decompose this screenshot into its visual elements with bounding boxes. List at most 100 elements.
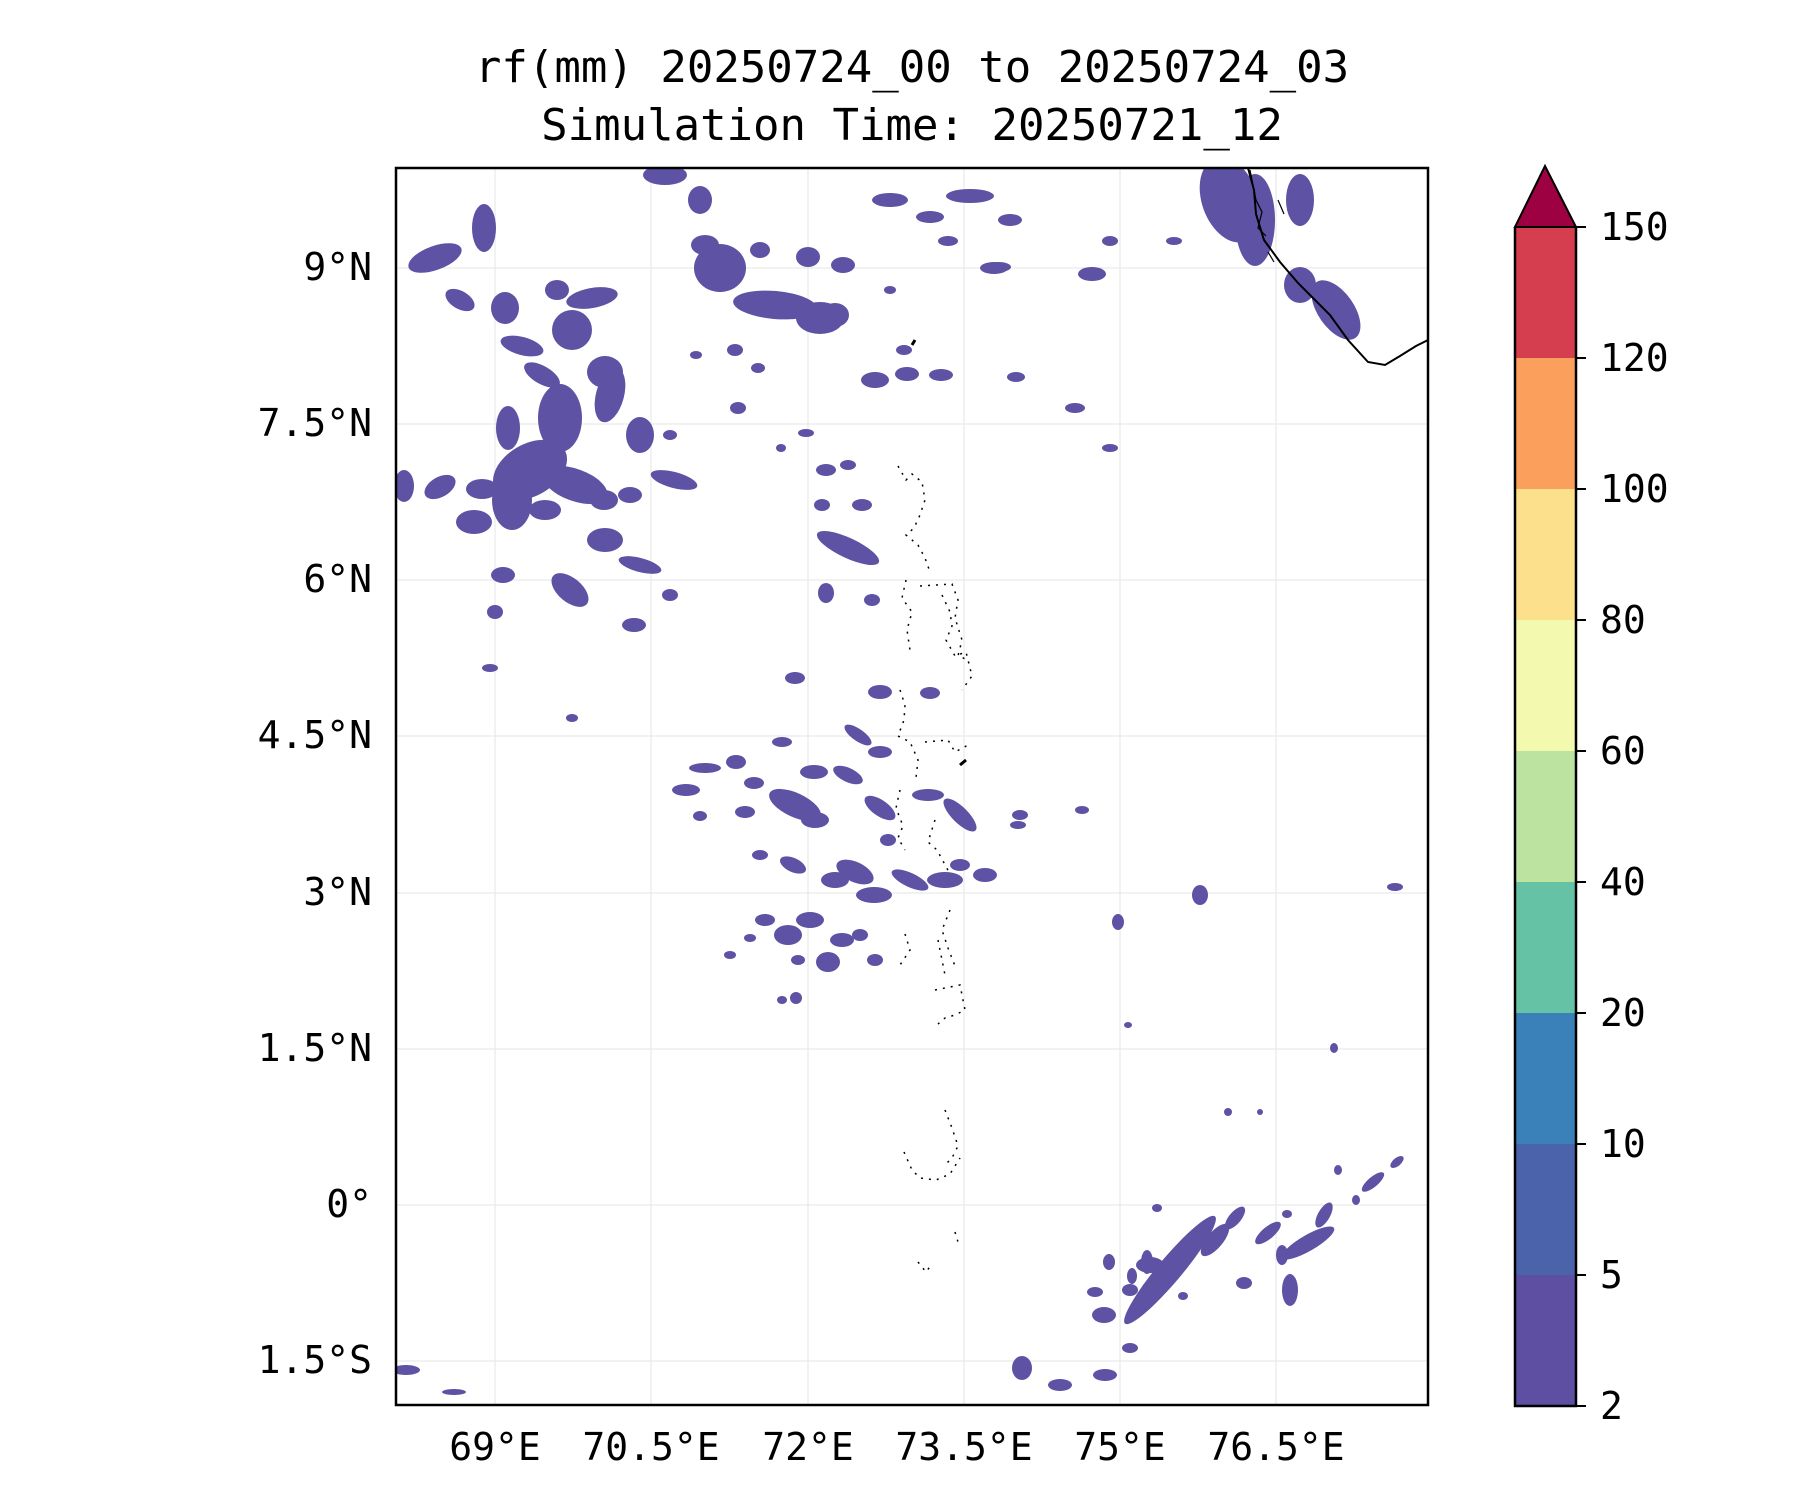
colorbar-swatch-120-150 <box>1515 227 1576 358</box>
lakshadweep-islands <box>910 339 967 767</box>
rain-cell <box>1255 1221 1281 1245</box>
rain-cell <box>896 345 912 355</box>
colorbar-label: 120 <box>1600 336 1669 380</box>
rain-cell <box>816 464 836 476</box>
rain-cell <box>662 589 678 601</box>
rain-cell <box>830 933 854 947</box>
lat-label: 0° <box>326 1182 372 1226</box>
rain-cell <box>726 755 746 769</box>
rain-cell <box>643 168 687 185</box>
rain-cell <box>821 872 849 888</box>
rain-cell <box>688 186 712 214</box>
rain-cell <box>1141 1250 1153 1274</box>
rain-cell <box>920 687 940 699</box>
rain-cell <box>1075 806 1089 814</box>
rain-cell <box>744 777 764 789</box>
colorbar-swatches <box>1515 227 1576 1406</box>
colorbar-swatch-10-20 <box>1515 1013 1576 1144</box>
rain-cell <box>594 367 626 423</box>
colorbar-swatch-2-5 <box>1515 1275 1576 1406</box>
rain-cell <box>816 952 840 972</box>
colorbar-label: 100 <box>1600 467 1669 511</box>
map-subtitle: Simulation Time: 20250721_12 <box>541 100 1283 151</box>
rain-cell <box>916 211 944 223</box>
rain-cell <box>752 850 768 860</box>
rain-cell <box>998 214 1022 226</box>
rain-cell <box>626 417 654 453</box>
rain-cell <box>1012 810 1028 820</box>
rain-cell <box>538 384 582 452</box>
colorbar-label: 150 <box>1600 205 1669 249</box>
rain-cell <box>929 369 953 381</box>
rain-cell <box>424 474 456 500</box>
rain-cell <box>927 872 963 888</box>
lat-label: 1.5°N <box>258 1026 372 1070</box>
colorbar-label: 40 <box>1600 860 1646 904</box>
rain-cell <box>1236 1277 1252 1289</box>
lon-label: 69°E <box>449 1425 541 1469</box>
rain-cell <box>618 487 642 503</box>
rain-cell <box>691 235 719 255</box>
rain-cell <box>1334 1165 1342 1175</box>
rain-cell <box>769 788 821 822</box>
latitude-labels: 9°N 7.5°N 6°N 4.5°N 3°N 1.5°N 0° 1.5°S <box>258 245 372 1382</box>
rain-cell <box>868 685 892 699</box>
colorbar-swatch-100-120 <box>1515 358 1576 489</box>
rain-cell <box>1352 1195 1360 1205</box>
rain-cell <box>445 288 475 312</box>
rain-cell <box>1286 174 1314 226</box>
lat-label: 6°N <box>303 557 372 601</box>
rain-cell <box>566 287 618 309</box>
rain-cell <box>1092 1307 1116 1323</box>
rain-cell <box>880 834 896 846</box>
rain-cell <box>1124 1215 1216 1325</box>
rain-cell <box>1093 1369 1117 1381</box>
rain-cell <box>1330 1043 1338 1053</box>
rain-cell <box>779 856 807 874</box>
maldives-atolls <box>895 465 973 1274</box>
rain-cell <box>946 189 994 203</box>
colorbar-label: 5 <box>1600 1253 1623 1297</box>
longitude-labels: 69°E 70.5°E 72°E 73.5°E 75°E 76.5°E <box>449 1425 1344 1469</box>
rain-cell <box>694 244 746 292</box>
rain-cell <box>1112 914 1124 930</box>
rain-cell <box>491 292 519 324</box>
rain-cell <box>973 868 997 882</box>
rain-cell <box>833 765 863 785</box>
rain-cell <box>772 737 792 747</box>
rain-cell <box>551 573 589 607</box>
rain-cell <box>1142 1282 1158 1294</box>
rain-cell <box>796 912 824 928</box>
rain-cell <box>912 789 944 801</box>
rain-cell <box>852 929 868 941</box>
rainfall-field <box>396 168 1404 1395</box>
rain-cell <box>1235 174 1275 266</box>
rain-cell <box>1311 280 1361 340</box>
rain-cell <box>735 806 755 818</box>
lat-label: 3°N <box>303 870 372 914</box>
rain-cell <box>840 460 856 470</box>
rain-cell <box>864 594 880 606</box>
rain-cell <box>1315 1202 1333 1228</box>
map-title: rf(mm) 20250724_00 to 20250724_03 <box>474 42 1350 93</box>
rain-cell <box>852 499 872 511</box>
rain-cell <box>442 1389 466 1395</box>
rain-cell <box>867 954 883 966</box>
kerala-inland-detail <box>1249 169 1285 263</box>
rain-cell <box>796 247 820 267</box>
rain-cell <box>861 372 889 388</box>
colorbar-swatch-40-60 <box>1515 751 1576 882</box>
rain-cell <box>622 618 646 632</box>
rain-cell <box>1007 372 1025 382</box>
colorbar-ticks <box>1576 226 1586 1407</box>
lon-label: 72°E <box>762 1425 854 1469</box>
colorbar-label: 2 <box>1600 1384 1623 1428</box>
rain-cell <box>456 510 492 534</box>
rain-cell <box>821 303 849 327</box>
colorbar-label: 60 <box>1600 729 1646 773</box>
rain-cell <box>1276 1245 1288 1265</box>
rain-cell <box>690 351 702 359</box>
rain-cell <box>587 528 623 552</box>
rain-cell <box>396 470 414 502</box>
